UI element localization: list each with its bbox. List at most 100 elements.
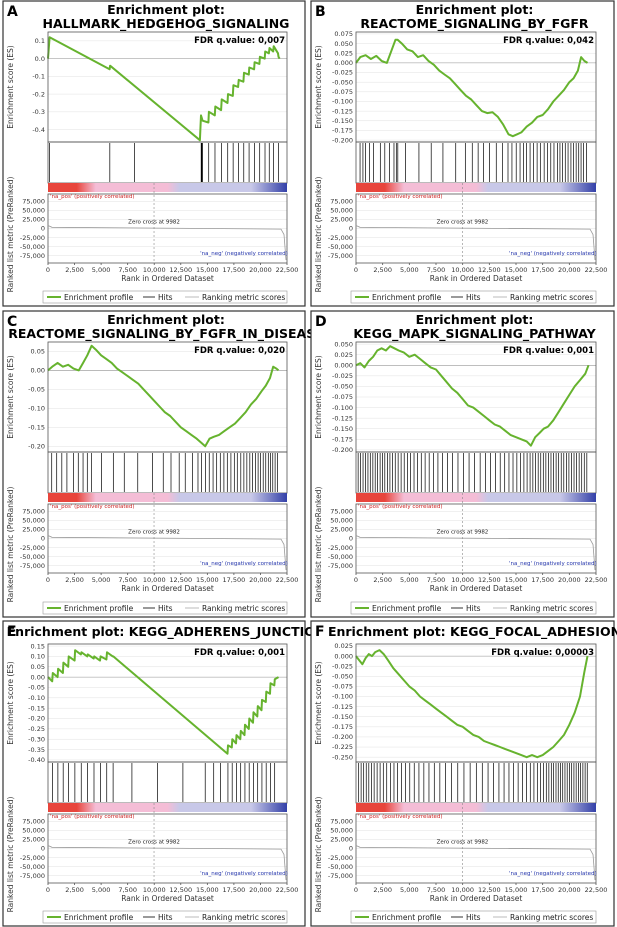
- ranking-metric-profile: [355, 225, 596, 261]
- x-tick-label: 15,000: [196, 576, 219, 584]
- es-tick-label: 0.000: [334, 361, 353, 369]
- es-tick-label: 0.025: [334, 351, 353, 359]
- legend-hits-label: Hits: [158, 293, 173, 302]
- metric-tick-label: 0: [349, 535, 353, 543]
- es-tick-label: -0.050: [332, 78, 353, 86]
- es-tick-label: -0.175: [332, 127, 353, 135]
- metric-tick-label: 75,000: [330, 197, 353, 205]
- x-tick-label: 10,000: [451, 576, 474, 584]
- fdr-label: FDR q.value: 0,001: [194, 648, 285, 658]
- panel-letter: D: [315, 314, 327, 330]
- metric-tick-label: 25,000: [22, 526, 45, 534]
- x-tick-label: 5,000: [400, 266, 419, 274]
- metric-tick-label: 75,000: [22, 507, 45, 515]
- legend-ranking-label: Ranking metric scores: [510, 913, 593, 922]
- x-tick-label: 2,500: [65, 266, 84, 274]
- negative-label: 'na_neg' (negatively correlated): [509, 561, 597, 567]
- metric-y-axis-label: Ranked list metric (PreRanked): [6, 487, 15, 603]
- es-tick-label: -0.125: [332, 414, 353, 422]
- x-tick-label: 15,000: [196, 886, 219, 894]
- panel-frame: [310, 310, 615, 618]
- es-y-axis-label: Enrichment score (ES): [6, 355, 15, 438]
- x-tick-label: 0: [354, 886, 358, 894]
- metric-tick-label: -25,000: [328, 234, 353, 242]
- metric-plot-frame: [47, 813, 288, 884]
- legend-hits-label: Hits: [466, 913, 481, 922]
- metric-tick-label: -25,000: [328, 544, 353, 552]
- es-tick-label: -0.20: [28, 443, 45, 451]
- legend-enrichment-label: Enrichment profile: [372, 293, 442, 302]
- metric-tick-label: -50,000: [328, 553, 353, 561]
- panel-title-line1: Enrichment plot:: [107, 312, 225, 327]
- x-tick-label: 7,500: [427, 576, 446, 584]
- metric-tick-label: 75,000: [330, 817, 353, 825]
- es-tick-label: -0.20: [28, 715, 45, 723]
- x-tick-label: 0: [354, 266, 358, 274]
- es-tick-label: -0.175: [332, 723, 353, 731]
- es-tick-label: -0.10: [28, 694, 45, 702]
- fdr-label: FDR q.value: 0,020: [194, 346, 285, 356]
- positive-label: 'na_pos' (positively correlated): [358, 504, 443, 510]
- x-tick-label: 5,000: [92, 576, 111, 584]
- panel-f: F Enrichment plot: KEGG_FOCAL_ADHESION 0.0…: [310, 620, 617, 927]
- es-tick-label: -0.40: [28, 756, 45, 764]
- metric-tick-label: -75,000: [328, 252, 353, 260]
- x-tick-label: 7,500: [118, 266, 137, 274]
- x-tick-label: 15,000: [196, 266, 219, 274]
- panel-c: C Enrichment plot:REACTOME_SIGNALING_BY_F…: [2, 310, 324, 618]
- negative-label: 'na_neg' (negatively correlated): [509, 871, 597, 877]
- x-tick-label: 20,000: [249, 576, 272, 584]
- metric-tick-label: 50,000: [22, 517, 45, 525]
- legend-ranking-label: Ranking metric scores: [202, 293, 285, 302]
- x-tick-label: 2,500: [373, 266, 392, 274]
- es-tick-label: -0.025: [332, 372, 353, 380]
- panel-a: A Enrichment plot:HALLMARK_HEDGEHOG_SIGNA…: [2, 0, 306, 307]
- ranking-metric-profile: [355, 845, 596, 881]
- es-tick-label: -0.30: [28, 735, 45, 743]
- ranking-metric-profile: [355, 535, 596, 571]
- metric-tick-label: -75,000: [328, 872, 353, 880]
- ranking-color-bar: [48, 493, 287, 502]
- x-tick-label: 22,500: [276, 266, 299, 274]
- zero-cross-label: Zero cross at 9982: [128, 840, 180, 846]
- metric-y-axis-label: Ranked list metric (PreRanked): [6, 797, 15, 913]
- x-tick-label: 17,500: [531, 886, 554, 894]
- metric-tick-label: 0: [349, 845, 353, 853]
- metric-tick-label: 50,000: [22, 207, 45, 215]
- metric-tick-label: -75,000: [20, 562, 45, 570]
- x-axis-label: Rank in Ordered Dataset: [121, 894, 214, 903]
- es-tick-label: -0.200: [332, 446, 353, 454]
- x-tick-label: 22,500: [276, 886, 299, 894]
- enrichment-profile-line: [355, 38, 589, 138]
- metric-tick-label: -50,000: [20, 243, 45, 251]
- x-tick-label: 12,500: [169, 266, 192, 274]
- metric-tick-label: 25,000: [330, 836, 353, 844]
- metric-tick-label: -50,000: [20, 553, 45, 561]
- panel-letter: A: [7, 4, 18, 20]
- metric-y-axis-label: Ranked list metric (PreRanked): [314, 797, 323, 913]
- x-tick-label: 20,000: [249, 886, 272, 894]
- x-axis-label: Rank in Ordered Dataset: [430, 894, 523, 903]
- x-tick-label: 2,500: [65, 576, 84, 584]
- legend-ranking-label: Ranking metric scores: [202, 913, 285, 922]
- legend-ranking-label: Ranking metric scores: [510, 604, 593, 613]
- legend-box: [42, 290, 288, 304]
- ranking-color-bar: [356, 803, 596, 812]
- ranking-metric-profile: [47, 845, 287, 881]
- x-tick-label: 20,000: [558, 886, 581, 894]
- es-tick-label: 0.05: [31, 348, 45, 356]
- legend-enrichment-label: Enrichment profile: [372, 604, 442, 613]
- es-tick-label: -0.15: [28, 424, 45, 432]
- panel-title-line1: Enrichment plot:: [107, 2, 225, 17]
- panel-title-line2: KEGG_MAPK_SIGNALING_PATHWAY: [353, 326, 596, 342]
- es-y-axis-label: Enrichment score (ES): [314, 661, 323, 744]
- metric-tick-label: -50,000: [328, 863, 353, 871]
- x-tick-label: 10,000: [451, 886, 474, 894]
- enrichment-profile-line: [355, 649, 589, 759]
- es-tick-label: 0.000: [334, 59, 353, 67]
- positive-label: 'na_pos' (positively correlated): [50, 194, 135, 200]
- es-tick-label: 0.050: [334, 40, 353, 48]
- es-tick-label: 0.025: [334, 642, 353, 650]
- es-tick-label: -0.05: [28, 386, 45, 394]
